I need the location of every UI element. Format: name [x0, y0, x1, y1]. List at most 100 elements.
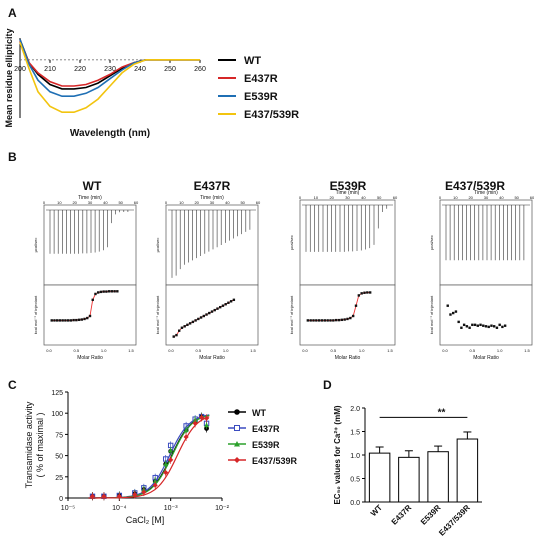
- c-data-point: [132, 492, 138, 498]
- c-data-point: [116, 493, 122, 499]
- c-legend-marker: [234, 425, 240, 431]
- a-x-tick-label: 210: [44, 66, 56, 73]
- d-bar: [368, 452, 391, 503]
- b-isotherm-point: [105, 290, 108, 293]
- c-legend-label: E539R: [252, 440, 280, 450]
- c-legend-label: E437R: [252, 424, 280, 434]
- d-significance-label: **: [438, 407, 446, 418]
- b-isotherm-point: [110, 290, 114, 293]
- d-y-tick-label: 0.5: [350, 477, 360, 484]
- d-category-label: E437R: [390, 503, 414, 527]
- b-time-label: Time (min): [336, 190, 360, 196]
- b-isotherm-point: [468, 326, 471, 329]
- c-legend-marker: [234, 409, 240, 415]
- c-data-point: [163, 469, 169, 476]
- b-isotherm-point: [191, 320, 195, 324]
- b-time-tick-label: 30: [484, 195, 489, 200]
- b-time-tick-label: 60: [393, 195, 398, 200]
- c-fit-curve: [88, 414, 210, 499]
- b-time-tick-label: 20: [468, 195, 473, 200]
- a-x-tick-label: 260: [194, 66, 206, 73]
- b-isotherm-point: [50, 319, 53, 322]
- b-time-tick-label: 10: [57, 200, 62, 205]
- b-isotherm-point: [490, 324, 493, 327]
- c-data-point: [192, 420, 198, 426]
- b-isotherm-point: [219, 305, 222, 309]
- b-ratio-tick-label: 0.5: [196, 348, 202, 353]
- b-ratio-tick-label: 0.5: [331, 348, 337, 353]
- panel-label-a: A: [8, 6, 17, 20]
- c-data-point: [204, 422, 210, 428]
- panel-label-c: C: [8, 378, 17, 392]
- b-isotherm-point: [64, 319, 67, 322]
- b-isotherm-point: [460, 326, 463, 329]
- c-x-tick-label: 10⁻³: [164, 505, 178, 512]
- b-iso-y-label: kcal mol⁻¹ of injectant: [289, 295, 294, 334]
- b-isotherm-point: [205, 313, 208, 316]
- b-isotherm-frame: [299, 284, 396, 346]
- b-isotherm-point: [309, 319, 312, 322]
- b-isotherm-point: [473, 323, 477, 327]
- b-iso-y-label: kcal mol⁻¹ of injectant: [429, 295, 434, 334]
- b-ratio-tick-label: 1.0: [223, 348, 229, 353]
- b-isotherm-point: [493, 325, 496, 328]
- b-isotherm-point: [232, 298, 236, 302]
- b-raw-frame: [439, 199, 533, 286]
- b-time-tick-label: 10: [314, 195, 319, 200]
- b-isotherm-point: [471, 323, 474, 327]
- b-time-tick-label: 0: [299, 195, 302, 200]
- b-isotherm-point: [343, 318, 346, 321]
- b-iso-y-label: kcal mol⁻¹ of injectant: [155, 295, 160, 334]
- b-isotherm-point: [351, 314, 355, 318]
- b-ratio-axis-label: Molar Ratio: [473, 355, 499, 361]
- b-isotherm-point: [462, 323, 466, 327]
- b-time-tick-label: 50: [377, 195, 382, 200]
- b-panel-title: WT: [83, 179, 102, 193]
- b-isotherm-point: [484, 325, 488, 328]
- b-isotherm-point: [503, 324, 507, 327]
- c-legend-marker: [234, 457, 240, 463]
- b-isotherm-point: [329, 319, 332, 322]
- b-isotherm-point: [495, 326, 499, 329]
- c-y-tick-label: 75: [55, 432, 63, 439]
- d-y-tick-label: 0.0: [350, 500, 360, 507]
- b-time-tick-label: 0: [165, 200, 168, 205]
- b-isotherm-point: [53, 319, 56, 322]
- c-data-point: [89, 493, 96, 499]
- b-isotherm-point: [180, 326, 184, 329]
- b-time-tick-label: 20: [72, 200, 77, 205]
- b-isotherm-point: [452, 311, 455, 315]
- b-isotherm-point: [66, 319, 70, 322]
- b-isotherm-point: [116, 290, 119, 293]
- c-fit-curve: [88, 414, 210, 499]
- b-isotherm-point: [107, 290, 111, 293]
- a-legend-label: E437R: [244, 73, 278, 85]
- b-isotherm-point: [94, 292, 97, 296]
- c-data-point: [101, 493, 107, 499]
- b-isotherm-point: [354, 304, 358, 307]
- b-time-tick-label: 60: [134, 200, 139, 205]
- b-isotherm-point: [77, 318, 81, 322]
- b-ratio-tick-label: 1.0: [497, 348, 503, 353]
- d-category-label: E437/539R: [437, 503, 472, 538]
- b-panel-title: E539R: [330, 179, 367, 193]
- b-isotherm-point: [357, 294, 361, 297]
- b-isotherm-point: [91, 298, 94, 302]
- b-raw-frame: [299, 199, 396, 286]
- b-ratio-tick-label: 1.0: [359, 348, 365, 353]
- b-isotherm-point: [58, 319, 62, 322]
- b-isotherm-point: [175, 333, 178, 337]
- b-isotherm-point: [368, 291, 372, 294]
- b-isotherm-point: [194, 319, 197, 322]
- b-isotherm-point: [178, 329, 181, 332]
- b-time-tick-label: 50: [514, 195, 519, 200]
- b-raw-y-label: µcal/sec: [33, 238, 38, 253]
- b-isotherm-point: [97, 291, 100, 294]
- a-x-tick-label: 230: [104, 66, 116, 73]
- b-ratio-tick-label: 0.5: [470, 348, 476, 353]
- a-legend-label: E437/539R: [244, 109, 299, 121]
- c-legend-label: E437/539R: [252, 456, 298, 466]
- b-raw-y-label: µcal/sec: [429, 235, 434, 250]
- b-ratio-tick-label: 1.0: [101, 348, 107, 353]
- b-time-tick-label: 0: [439, 195, 442, 200]
